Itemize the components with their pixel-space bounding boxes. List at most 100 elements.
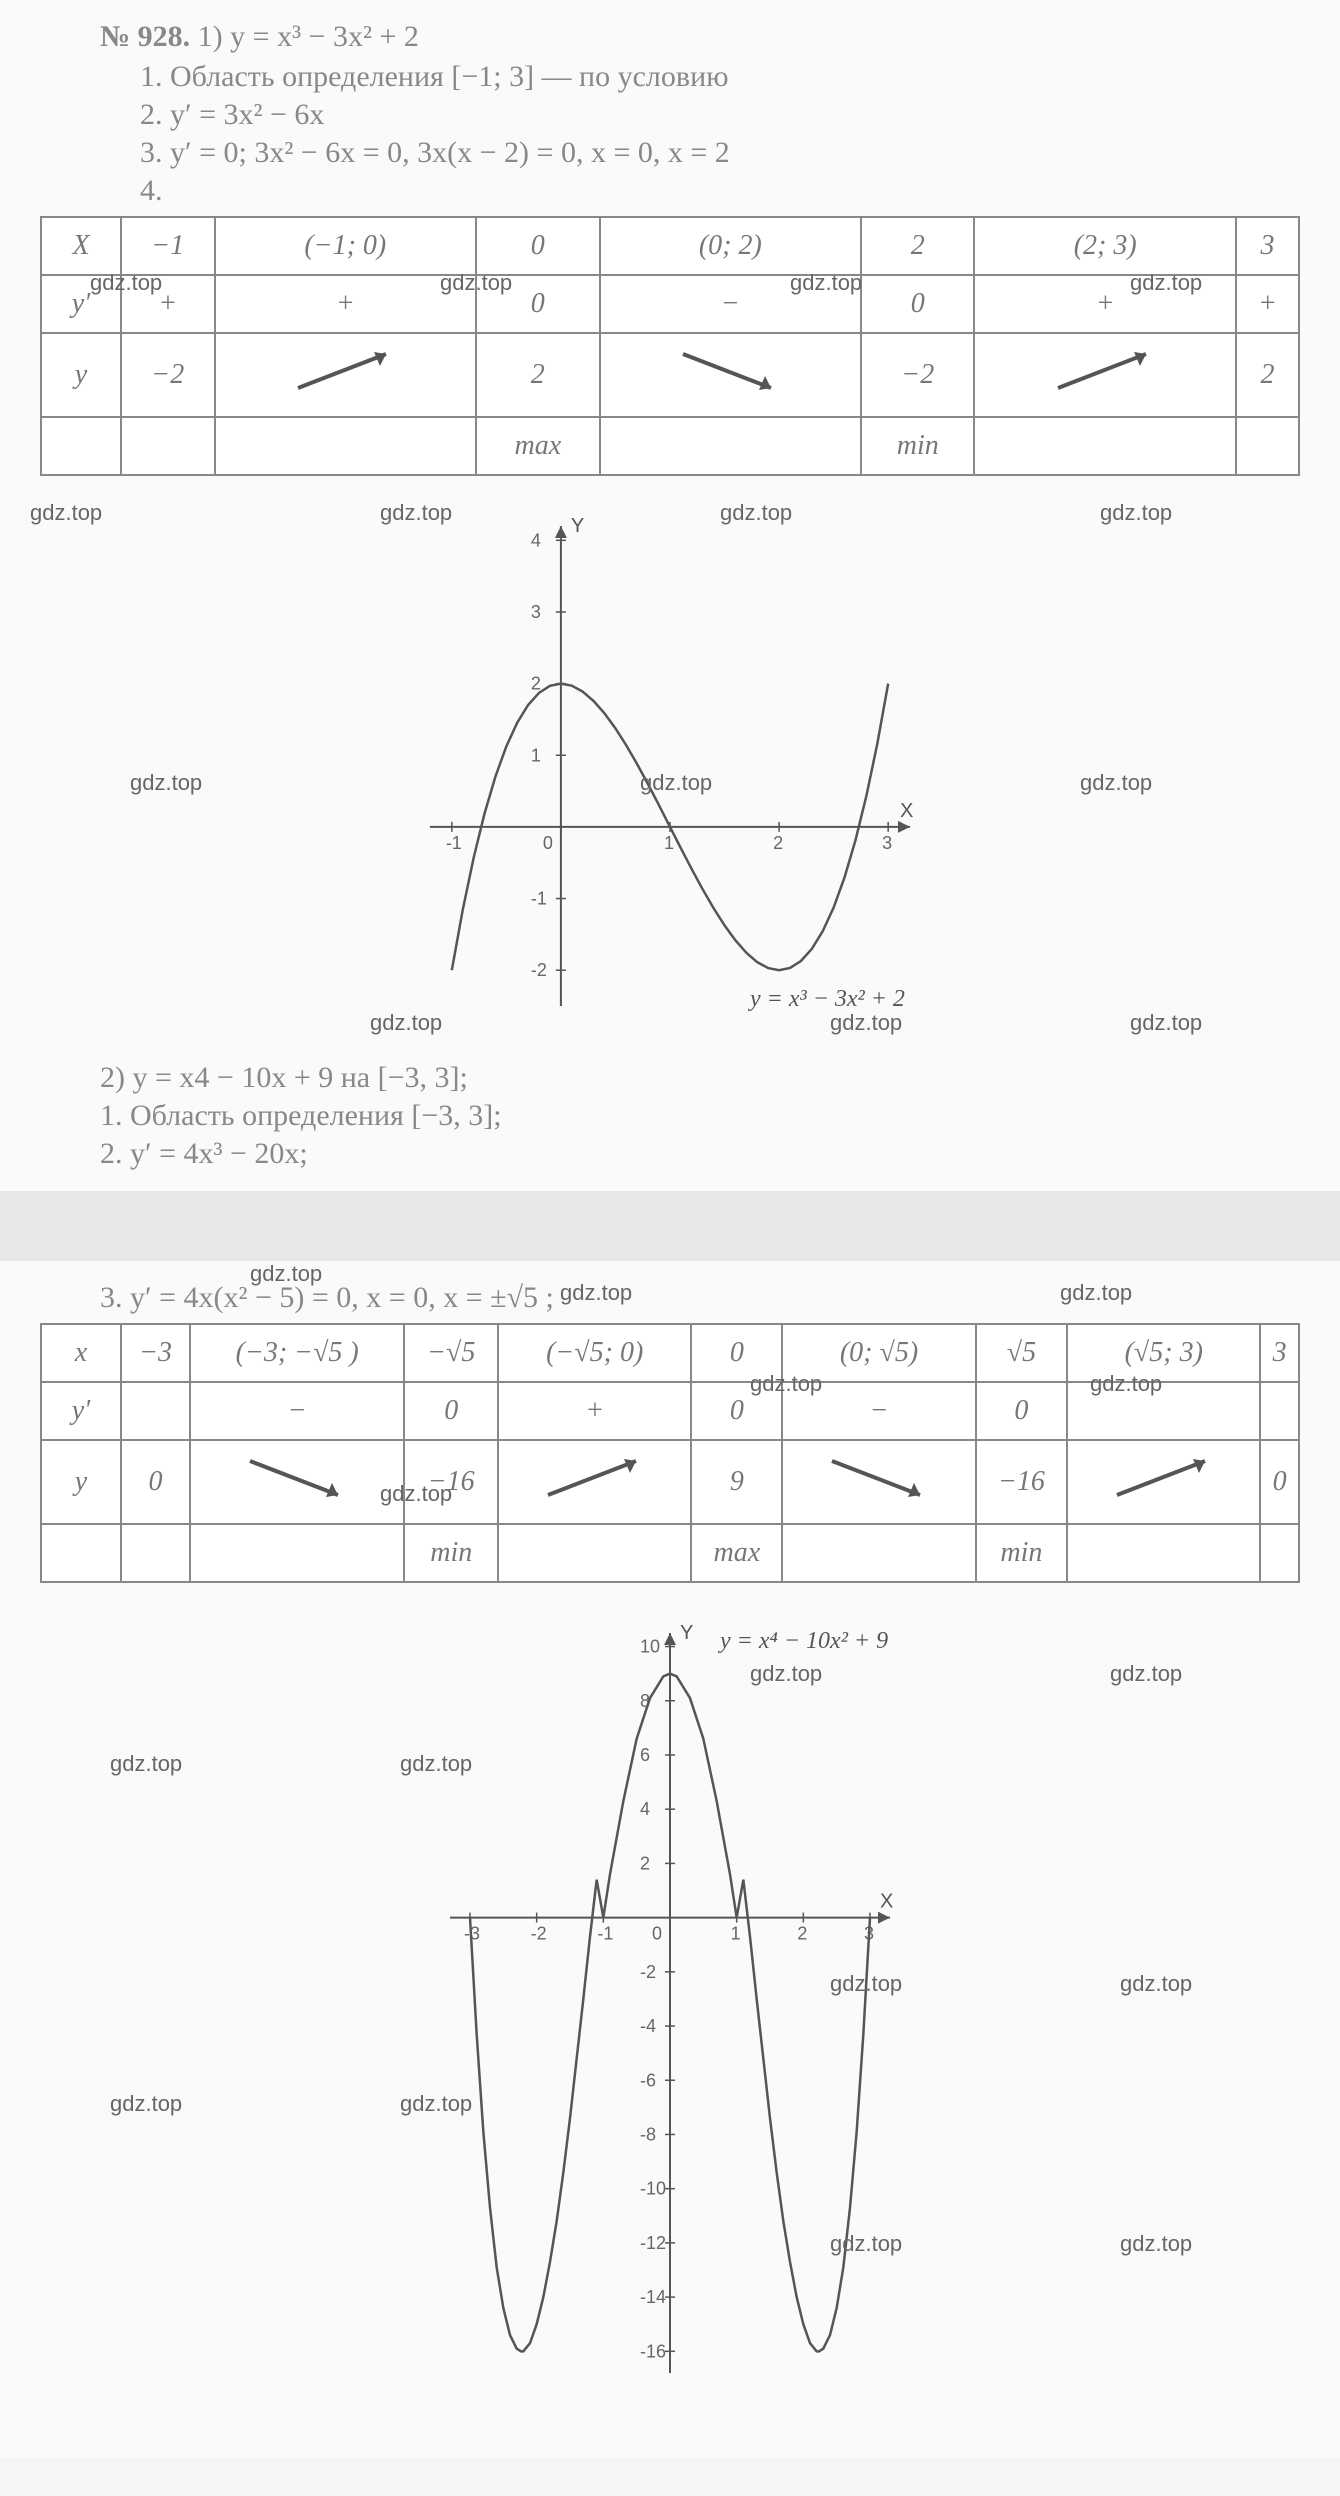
table-cell xyxy=(600,333,862,417)
svg-text:Y: Y xyxy=(680,1622,693,1644)
table-cell: x xyxy=(41,1324,121,1382)
svg-text:1: 1 xyxy=(731,1924,741,1944)
table-cell: 2 xyxy=(1236,333,1299,417)
svg-text:-1: -1 xyxy=(446,833,462,853)
p1-step3: 3. y′ = 0; 3x² − 6x = 0, 3x(x − 2) = 0, … xyxy=(140,136,1300,170)
table-cell: 2 xyxy=(861,217,974,275)
p1-step4: 4. xyxy=(140,174,1300,208)
table-cell: + xyxy=(215,275,477,333)
table-cell: y′ xyxy=(41,275,121,333)
svg-text:Y: Y xyxy=(571,515,584,537)
table-cell: (−√5; 0) xyxy=(498,1324,691,1382)
table-cell xyxy=(121,417,215,475)
svg-text:4: 4 xyxy=(640,1799,650,1819)
sign-table-2: x−3(−3; −√5 )−√5(−√5; 0)0(0; √5)√5(√5; 3… xyxy=(40,1323,1300,1583)
svg-text:2: 2 xyxy=(640,1853,650,1873)
table-cell: 0 xyxy=(121,1440,190,1524)
table-cell: y xyxy=(41,1440,121,1524)
chart-1: XY-1123-2-112340y = x³ − 3x² + 2 xyxy=(390,486,950,1046)
table-cell: (0; 2) xyxy=(600,217,862,275)
svg-text:2: 2 xyxy=(797,1924,807,1944)
chart1-wrap: XY-1123-2-112340y = x³ − 3x² + 2 xyxy=(40,486,1300,1051)
svg-text:1: 1 xyxy=(664,833,674,853)
table-cell: 0 xyxy=(691,1324,782,1382)
table-cell: 2 xyxy=(476,333,599,417)
table-cell xyxy=(41,417,121,475)
svg-text:3: 3 xyxy=(531,602,541,622)
table-cell xyxy=(215,333,477,417)
svg-text:X: X xyxy=(900,800,913,822)
table-cell: + xyxy=(498,1382,691,1440)
svg-text:-4: -4 xyxy=(640,2016,656,2036)
table-cell xyxy=(782,1524,975,1582)
p2-step3: 3. y′ = 4x(x² − 5) = 0, x = 0, x = ±√5 ; xyxy=(100,1281,1300,1315)
svg-text:-14: -14 xyxy=(640,2287,666,2307)
table-cell: + xyxy=(1236,275,1299,333)
svg-text:-8: -8 xyxy=(640,2124,656,2144)
table-cell xyxy=(190,1440,404,1524)
table-cell: 3 xyxy=(1236,217,1299,275)
svg-text:-10: -10 xyxy=(640,2179,666,2199)
table-cell: −16 xyxy=(404,1440,498,1524)
table-cell: max xyxy=(691,1524,782,1582)
table-cell xyxy=(190,1524,404,1582)
table-cell: 0 xyxy=(476,217,599,275)
svg-text:0: 0 xyxy=(543,833,553,853)
table-cell: √5 xyxy=(976,1324,1068,1382)
svg-text:-6: -6 xyxy=(640,2070,656,2090)
svg-text:-2: -2 xyxy=(640,1962,656,1982)
svg-text:y = x³ − 3x² + 2: y = x³ − 3x² + 2 xyxy=(748,986,905,1012)
svg-text:10: 10 xyxy=(640,1637,660,1657)
table-cell: 0 xyxy=(976,1382,1068,1440)
table-cell: 0 xyxy=(1260,1440,1299,1524)
table-cell: − xyxy=(782,1382,975,1440)
problem-heading: № 928. 1) y = x³ − 3x² + 2 xyxy=(100,20,1300,54)
p2-fn: 2) y = x4 − 10x + 9 на [−3, 3]; xyxy=(100,1061,1300,1095)
table-cell xyxy=(1260,1382,1299,1440)
table-cell: −2 xyxy=(861,333,974,417)
table-cell xyxy=(1067,1524,1260,1582)
table-cell xyxy=(121,1382,190,1440)
table-cell: −2 xyxy=(121,333,215,417)
table-cell: X xyxy=(41,217,121,275)
table-cell: y′ xyxy=(41,1382,121,1440)
table-cell: min xyxy=(404,1524,498,1582)
svg-text:-1: -1 xyxy=(597,1924,613,1944)
svg-text:0: 0 xyxy=(652,1924,662,1944)
p1-step2: 2. y′ = 3x² − 6x xyxy=(140,98,1300,132)
table-cell: −1 xyxy=(121,217,215,275)
table-cell xyxy=(1067,1382,1260,1440)
svg-text:-2: -2 xyxy=(531,1924,547,1944)
svg-text:2: 2 xyxy=(773,833,783,853)
table-cell: 0 xyxy=(476,275,599,333)
table-cell: − xyxy=(600,275,862,333)
table-cell: − xyxy=(190,1382,404,1440)
chart2-wrap: XY-3-2-1123-16-14-12-10-8-6-4-22468100y … xyxy=(40,1593,1300,2418)
svg-text:1: 1 xyxy=(531,745,541,765)
svg-text:3: 3 xyxy=(882,833,892,853)
svg-text:-2: -2 xyxy=(531,960,547,980)
chart-2: XY-3-2-1123-16-14-12-10-8-6-4-22468100y … xyxy=(410,1593,930,2413)
svg-text:-16: -16 xyxy=(640,2341,666,2361)
table-cell xyxy=(1260,1524,1299,1582)
table-cell: 3 xyxy=(1260,1324,1299,1382)
table-cell: min xyxy=(861,417,974,475)
svg-text:6: 6 xyxy=(640,1745,650,1765)
table-cell: max xyxy=(476,417,599,475)
table-cell xyxy=(498,1440,691,1524)
table-cell xyxy=(1236,417,1299,475)
table-cell xyxy=(121,1524,190,1582)
table-cell: (√5; 3) xyxy=(1067,1324,1260,1382)
page-separator xyxy=(0,1191,1340,1261)
table-cell: (−1; 0) xyxy=(215,217,477,275)
p2-step1: 1. Область определения [−3, 3]; xyxy=(100,1099,1300,1133)
table-cell: (−3; −√5 ) xyxy=(190,1324,404,1382)
table-cell xyxy=(215,417,477,475)
table-cell: (2; 3) xyxy=(974,217,1236,275)
svg-text:X: X xyxy=(880,1891,893,1913)
table-cell xyxy=(974,333,1236,417)
table-cell xyxy=(974,417,1236,475)
table-cell: 0 xyxy=(404,1382,498,1440)
table-cell xyxy=(498,1524,691,1582)
svg-text:-1: -1 xyxy=(531,889,547,909)
